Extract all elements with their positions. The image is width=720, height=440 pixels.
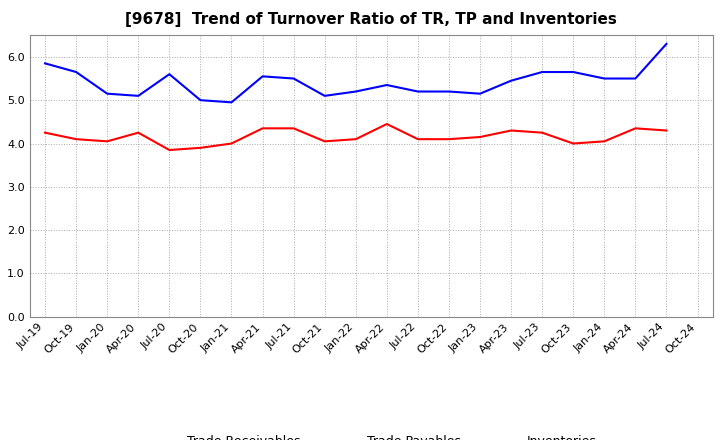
- Trade Payables: [196, 98, 204, 103]
- Trade Receivables: [41, 130, 50, 136]
- Trade Receivables: [600, 139, 608, 144]
- Trade Payables: [662, 41, 671, 47]
- Trade Receivables: [72, 136, 81, 142]
- Trade Receivables: [445, 136, 454, 142]
- Trade Receivables: [165, 147, 174, 153]
- Trade Receivables: [631, 126, 639, 131]
- Trade Receivables: [103, 139, 112, 144]
- Trade Payables: [320, 93, 329, 99]
- Trade Receivables: [134, 130, 143, 136]
- Trade Receivables: [320, 139, 329, 144]
- Trade Payables: [41, 61, 50, 66]
- Trade Payables: [382, 82, 391, 88]
- Line: Trade Receivables: Trade Receivables: [45, 124, 667, 150]
- Trade Payables: [538, 70, 546, 75]
- Trade Payables: [507, 78, 516, 83]
- Trade Payables: [569, 70, 577, 75]
- Trade Payables: [413, 89, 422, 94]
- Trade Payables: [228, 100, 236, 105]
- Trade Receivables: [382, 121, 391, 127]
- Trade Receivables: [196, 145, 204, 150]
- Trade Receivables: [351, 136, 360, 142]
- Trade Payables: [600, 76, 608, 81]
- Trade Payables: [134, 93, 143, 99]
- Trade Payables: [351, 89, 360, 94]
- Trade Receivables: [662, 128, 671, 133]
- Title: [9678]  Trend of Turnover Ratio of TR, TP and Inventories: [9678] Trend of Turnover Ratio of TR, TP…: [125, 12, 617, 27]
- Trade Payables: [103, 91, 112, 96]
- Trade Receivables: [413, 136, 422, 142]
- Trade Payables: [631, 76, 639, 81]
- Trade Receivables: [258, 126, 267, 131]
- Trade Receivables: [569, 141, 577, 146]
- Trade Payables: [165, 72, 174, 77]
- Trade Receivables: [228, 141, 236, 146]
- Trade Receivables: [538, 130, 546, 136]
- Line: Trade Payables: Trade Payables: [45, 44, 667, 103]
- Trade Receivables: [289, 126, 298, 131]
- Trade Receivables: [507, 128, 516, 133]
- Legend: Trade Receivables, Trade Payables, Inventories: Trade Receivables, Trade Payables, Inven…: [140, 430, 602, 440]
- Trade Payables: [258, 74, 267, 79]
- Trade Payables: [476, 91, 485, 96]
- Trade Payables: [72, 70, 81, 75]
- Trade Receivables: [476, 134, 485, 139]
- Trade Payables: [289, 76, 298, 81]
- Trade Payables: [445, 89, 454, 94]
